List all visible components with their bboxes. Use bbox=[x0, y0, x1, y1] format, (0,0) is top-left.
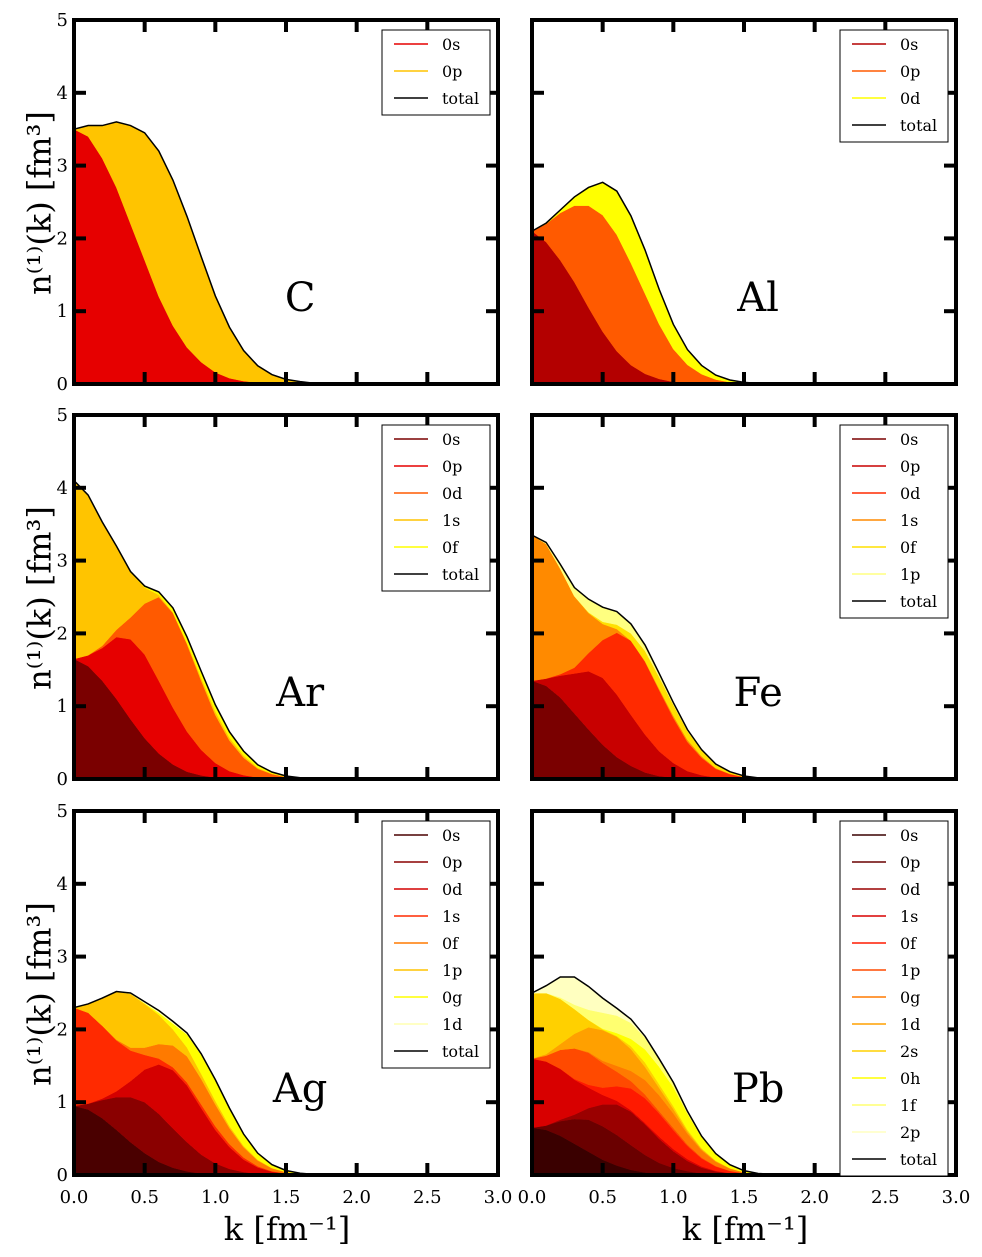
y-tick-label-Ar-3: 3 bbox=[57, 551, 68, 572]
x-tick-label-Ag-2: 1.0 bbox=[201, 1187, 230, 1208]
legend-label-Ag-0g: 0g bbox=[442, 988, 462, 1007]
legend-label-Ag-total: total bbox=[442, 1042, 479, 1061]
legend-label-Pb-total: total bbox=[900, 1150, 937, 1169]
panel-Ar: 0 1 2 3 4 5 Ar 0s 0p 0d 1s 0f total bbox=[57, 405, 500, 790]
x-tick-label-Ag-4: 2.0 bbox=[342, 1187, 371, 1208]
element-label-Al: Al bbox=[736, 275, 779, 321]
legend-label-Ar-0f: 0f bbox=[442, 538, 459, 557]
y-tick-label-Ar-2: 2 bbox=[57, 623, 68, 644]
x-tick-label-Ag-1: 0.5 bbox=[130, 1187, 159, 1208]
legend-box-Al bbox=[839, 29, 949, 143]
y-tick-label-C-0: 0 bbox=[57, 374, 68, 395]
y-axis-label-row-2: n⁽¹⁾(k) [fm³] bbox=[21, 506, 59, 690]
y-tick-label-Ar-4: 4 bbox=[57, 478, 68, 499]
x-tick-label-Ag-5: 2.5 bbox=[413, 1187, 442, 1208]
legend-label-Fe-0s: 0s bbox=[900, 430, 918, 449]
legend-label-Ag-0s: 0s bbox=[442, 826, 460, 845]
x-tick-label-Ag-0: 0.0 bbox=[60, 1187, 89, 1208]
legend-label-Ar-1s: 1s bbox=[442, 511, 460, 530]
legend-label-Fe-1p: 1p bbox=[900, 565, 920, 584]
legend-label-Fe-total: total bbox=[900, 592, 937, 611]
x-tick-label-Pb-2: 1.0 bbox=[659, 1187, 688, 1208]
legend-label-Pb-0f: 0f bbox=[900, 934, 917, 953]
y-tick-label-Ag-2: 2 bbox=[57, 1019, 68, 1040]
element-label-Ar: Ar bbox=[275, 670, 325, 716]
legend-label-Ag-1p: 1p bbox=[442, 961, 462, 980]
legend-label-Fe-1s: 1s bbox=[900, 511, 918, 530]
legend-label-C-0s: 0s bbox=[442, 35, 460, 54]
x-axis-label-right: k [fm⁻¹] bbox=[682, 1210, 808, 1248]
x-axis-label-left: k [fm⁻¹] bbox=[224, 1210, 350, 1248]
legend-label-Pb-2s: 2s bbox=[900, 1042, 918, 1061]
legend-label-Ar-0s: 0s bbox=[442, 430, 460, 449]
legend-label-Al-0s: 0s bbox=[900, 35, 918, 54]
y-tick-label-Ag-3: 3 bbox=[57, 947, 68, 968]
legend-label-Pb-1s: 1s bbox=[900, 907, 918, 926]
legend-label-Ar-0p: 0p bbox=[442, 457, 462, 476]
panel-C: 0 1 2 3 4 5 C 0s 0p total bbox=[57, 10, 500, 395]
legend-label-Pb-1p: 1p bbox=[900, 961, 920, 980]
legend-label-Pb-1d: 1d bbox=[900, 1015, 920, 1034]
legend-label-Ag-0f: 0f bbox=[442, 934, 459, 953]
y-tick-label-Ar-5: 5 bbox=[57, 405, 68, 426]
legend-label-Al-0p: 0p bbox=[900, 62, 920, 81]
y-tick-label-Ag-5: 5 bbox=[57, 801, 68, 822]
legend-label-Pb-0g: 0g bbox=[900, 988, 920, 1007]
legend-label-Ag-1s: 1s bbox=[442, 907, 460, 926]
element-label-Ag: Ag bbox=[272, 1066, 328, 1112]
y-tick-label-Ag-0: 0 bbox=[57, 1165, 68, 1186]
panel-Al: Al 0s 0p 0d total bbox=[530, 18, 958, 386]
x-tick-label-Pb-5: 2.5 bbox=[871, 1187, 900, 1208]
x-tick-label-Ag-3: 1.5 bbox=[272, 1187, 301, 1208]
legend-label-Fe-0d: 0d bbox=[900, 484, 920, 503]
legend-label-Ag-0p: 0p bbox=[442, 853, 462, 872]
y-tick-label-Ag-4: 4 bbox=[57, 874, 68, 895]
legend-box-Fe bbox=[839, 424, 949, 619]
legend-label-C-0p: 0p bbox=[442, 62, 462, 81]
y-tick-label-C-2: 2 bbox=[57, 228, 68, 249]
x-tick-label-Pb-4: 2.0 bbox=[800, 1187, 829, 1208]
legend-box-Pb bbox=[839, 820, 949, 1177]
panels-group: 012345C0s0ptotalAl0s0p0dtotal012345Ar0s0… bbox=[57, 10, 971, 1208]
legend-label-Pb-0p: 0p bbox=[900, 853, 920, 872]
legend-label-Fe-0f: 0f bbox=[900, 538, 917, 557]
y-tick-label-C-5: 5 bbox=[57, 10, 68, 31]
y-tick-label-C-1: 1 bbox=[57, 301, 68, 322]
legend-box-Ag bbox=[381, 820, 491, 1069]
x-tick-label-Pb-1: 0.5 bbox=[588, 1187, 617, 1208]
y-axis-label-row-3: n⁽¹⁾(k) [fm³] bbox=[21, 902, 59, 1086]
legend-label-Ar-total: total bbox=[442, 565, 479, 584]
y-axis-label-row-1: n⁽¹⁾(k) [fm³] bbox=[21, 111, 59, 295]
y-tick-label-Ar-1: 1 bbox=[57, 696, 68, 717]
legend-label-C-total: total bbox=[442, 89, 479, 108]
panel-Pb: 0.0 0.5 1.0 1.5 2.0 2.5 3.0 Pb 0s 0p 0d 1s 0f 1p 0g 1d 2… bbox=[518, 809, 971, 1208]
y-tick-label-Ar-0: 0 bbox=[57, 769, 68, 790]
element-label-C: C bbox=[285, 275, 316, 321]
legend-label-Pb-0d: 0d bbox=[900, 880, 920, 899]
y-tick-label-Ag-1: 1 bbox=[57, 1092, 68, 1113]
x-tick-label-Pb-6: 3.0 bbox=[942, 1187, 971, 1208]
legend-label-Ag-0d: 0d bbox=[442, 880, 462, 899]
legend-label-Fe-0p: 0p bbox=[900, 457, 920, 476]
legend-label-Pb-2p: 2p bbox=[900, 1123, 920, 1142]
legend-label-Pb-0s: 0s bbox=[900, 826, 918, 845]
legend-label-Ag-1d: 1d bbox=[442, 1015, 462, 1034]
x-tick-label-Pb-3: 1.5 bbox=[730, 1187, 759, 1208]
panel-Fe: Fe 0s 0p 0d 1s 0f 1p total bbox=[530, 413, 958, 781]
element-label-Fe: Fe bbox=[734, 670, 783, 716]
legend-box-Ar bbox=[381, 424, 491, 592]
element-label-Pb: Pb bbox=[732, 1066, 785, 1112]
legend-label-Pb-1f: 1f bbox=[900, 1096, 917, 1115]
legend-label-Al-0d: 0d bbox=[900, 89, 920, 108]
legend-label-Pb-0h: 0h bbox=[900, 1069, 920, 1088]
y-tick-label-C-3: 3 bbox=[57, 156, 68, 177]
legend-label-Al-total: total bbox=[900, 116, 937, 135]
legend-label-Ar-0d: 0d bbox=[442, 484, 462, 503]
x-tick-label-Pb-0: 0.0 bbox=[518, 1187, 547, 1208]
panel-Ag: 0.0 0.5 1.0 1.5 2.0 2.5 3.0 0 1 2 3 4 5 Ag 0s 0p 0d 1s 0f 1… bbox=[57, 801, 513, 1208]
y-tick-label-C-4: 4 bbox=[57, 83, 68, 104]
x-tick-label-Ag-6: 3.0 bbox=[484, 1187, 513, 1208]
